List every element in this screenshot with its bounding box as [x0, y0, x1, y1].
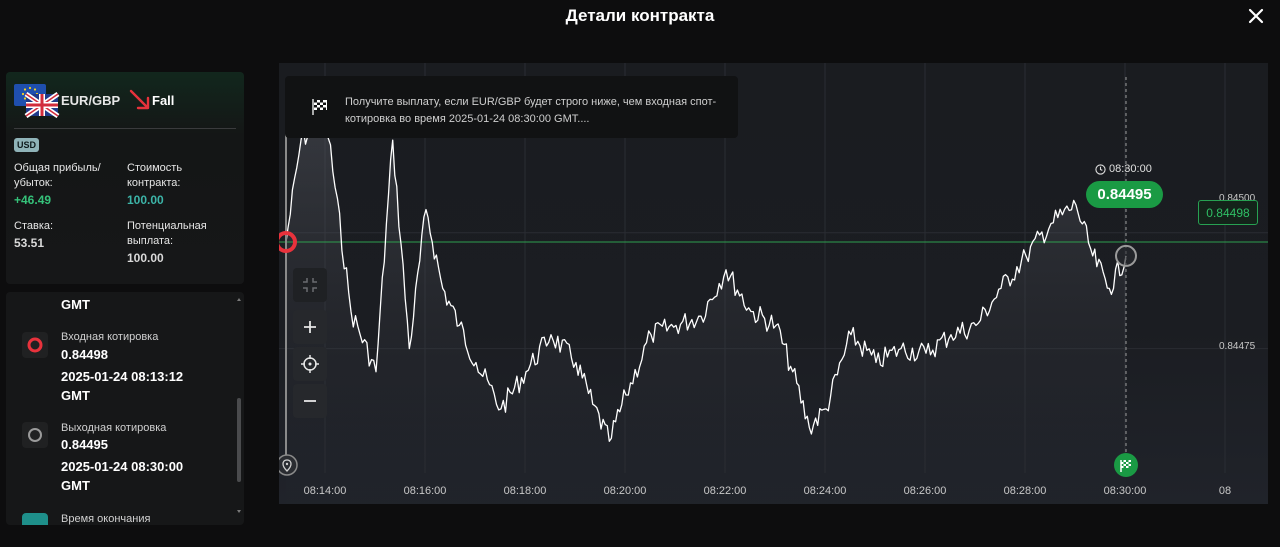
zoom-in-button[interactable]: [293, 310, 327, 344]
contract-condition-text: Получите выплату, если EUR/GBP будет стр…: [345, 96, 717, 125]
expiry-time-label: 08:30:00: [1095, 163, 1152, 175]
x-tick-label: 08:14:00: [303, 485, 347, 497]
x-tick-label: 08:26:00: [903, 485, 947, 497]
stake-label: Ставка:: [14, 220, 54, 232]
exit-marker-icon: [1115, 244, 1137, 267]
entry-price-tag: 0.84498: [1198, 200, 1258, 225]
exit-spot-time: 2025-01-24 08:30:00: [61, 459, 184, 474]
finish-flag-icon: [1114, 453, 1138, 477]
profit-stat: Общая прибыль/ убыток: +46.49: [14, 161, 124, 208]
exit-circle-icon: [28, 428, 42, 442]
exit-spot-tz: GMT: [61, 478, 90, 493]
zoom-out-button[interactable]: [293, 384, 327, 418]
price-chart[interactable]: Получите выплату, если EUR/GBP будет стр…: [279, 63, 1268, 504]
collapse-icon[interactable]: [301, 276, 319, 294]
exit-spot-label: Выходная котировка: [61, 422, 167, 434]
reset-zoom-button[interactable]: [293, 268, 327, 302]
minus-icon[interactable]: [302, 393, 318, 409]
expiry-time-text: 08:30:00: [1109, 163, 1152, 175]
exit-spot-price: 0.84495: [61, 437, 108, 452]
timeline-partial-tz: GMT: [61, 297, 90, 312]
current-price-bubble: 0.84495: [1086, 181, 1163, 208]
price-area-fill: [286, 113, 1126, 504]
stake-stat: Ставка: 53.51: [14, 219, 124, 251]
entry-spot-time: 2025-01-24 08:13:12: [61, 369, 184, 384]
scrollbar[interactable]: [236, 292, 242, 525]
close-icon[interactable]: [1244, 4, 1268, 28]
x-tick-label: 08:28:00: [1003, 485, 1047, 497]
price-line: [285, 112, 1127, 442]
plus-icon[interactable]: [302, 319, 318, 335]
location-pin-icon: [279, 454, 298, 476]
entry-spot-price: 0.84498: [61, 347, 108, 362]
stake-value: 53.51: [14, 236, 45, 250]
profit-value: +46.49: [14, 193, 52, 207]
currency-flags-icon: [14, 84, 60, 119]
center-chart-button[interactable]: [293, 347, 327, 381]
cost-stat: Стоимость контракта: 100.00: [127, 161, 237, 208]
payout-label: Потенциальная выплата:: [127, 220, 207, 247]
cost-value: 100.00: [127, 193, 164, 207]
x-tick-label: 08:30:00: [1103, 485, 1147, 497]
x-tick-label: 08:16:00: [403, 485, 447, 497]
end-time-label: Время окончания: [61, 513, 151, 525]
exit-spot-marker: [22, 422, 48, 448]
x-tick-label: 08:22:00: [703, 485, 747, 497]
scroll-down-icon: [237, 510, 241, 513]
contract-info-banner: Получите выплату, если EUR/GBP будет стр…: [285, 76, 738, 138]
profit-label: Общая прибыль/ убыток:: [14, 162, 101, 189]
asset-header: EUR/GBP Fall: [14, 84, 236, 120]
x-tick-label: 08:24:00: [803, 485, 847, 497]
end-time-marker: [22, 513, 48, 525]
currency-badge: USD: [14, 138, 40, 152]
payout-stat: Потенциальная выплата: 100.00: [127, 219, 237, 266]
payout-value: 100.00: [127, 251, 164, 265]
crosshair-icon[interactable]: [301, 355, 319, 373]
scrollbar-thumb[interactable]: [237, 398, 241, 482]
x-tick-label: 08:20:00: [603, 485, 647, 497]
contract-summary-card: EUR/GBP Fall USD Общая прибыль/ убыток: …: [6, 72, 244, 284]
checkered-flag-icon: [312, 99, 327, 115]
x-tick-label: 08:18:00: [503, 485, 547, 497]
entry-spot-marker: [22, 332, 48, 358]
entry-spot-tz: GMT: [61, 388, 90, 403]
cost-label: Стоимость контракта:: [127, 162, 183, 189]
entry-circle-icon: [27, 337, 43, 353]
direction-label: Fall: [152, 93, 175, 108]
entry-marker-icon: [279, 231, 297, 254]
y-axis-label-top: 0.84500: [1219, 193, 1256, 204]
y-axis-label-mid: 0.84475: [1219, 341, 1256, 352]
divider: [14, 128, 236, 129]
x-tick-label: 08: [1218, 485, 1232, 497]
entry-spot-label: Входная котировка: [61, 331, 159, 343]
modal-title: Детали контракта: [565, 6, 715, 25]
scroll-up-icon: [237, 298, 241, 301]
contract-timeline[interactable]: GMT Входная котировка 0.84498 2025-01-24…: [6, 292, 244, 525]
fall-arrow-icon: [129, 89, 150, 110]
clock-icon: [1095, 163, 1106, 175]
asset-pair-name: EUR/GBP: [61, 93, 121, 108]
close-button[interactable]: [1244, 4, 1268, 28]
